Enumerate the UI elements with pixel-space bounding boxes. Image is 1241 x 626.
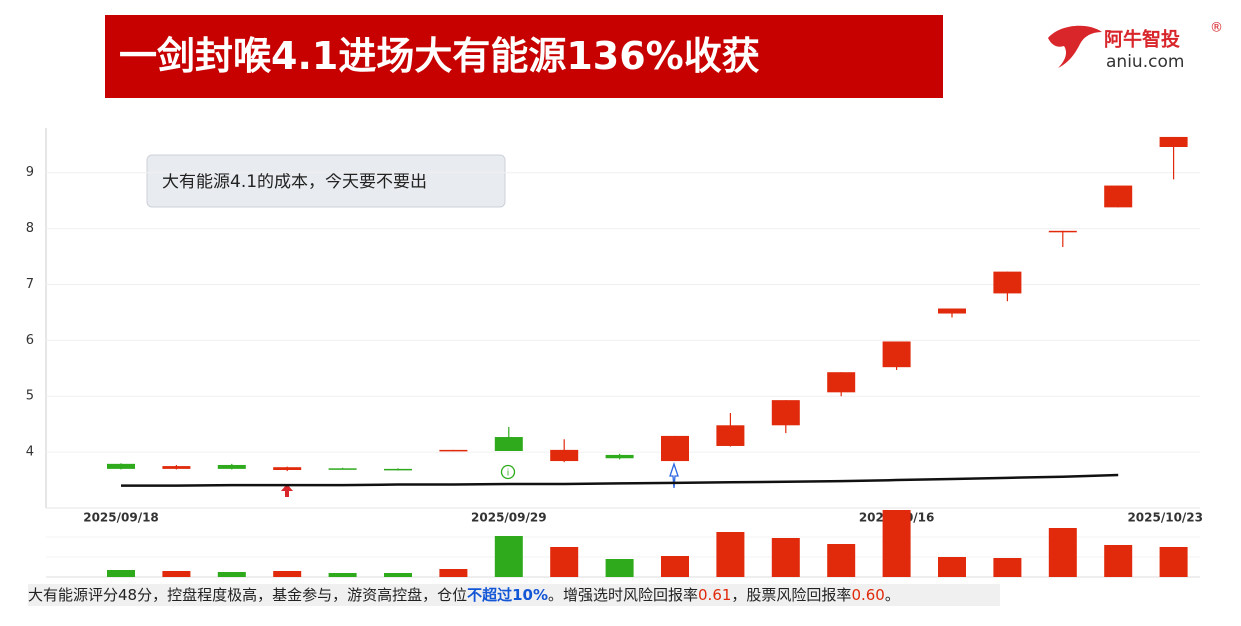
y-tick-label: 4: [26, 445, 34, 460]
chart: 大有能源4.1的成本，今天要不要出 i 4 5 6 7 8 9 2025/09/18 2025…: [26, 128, 1203, 578]
candle-body: [550, 449, 579, 462]
x-tick-label: 2025/10/23: [1127, 511, 1203, 525]
candle-body: [993, 271, 1022, 294]
info-icon: [500, 464, 516, 480]
volume-bar: [273, 571, 302, 577]
moving-average-line: [121, 473, 1119, 487]
marker-icons: i: [281, 461, 679, 497]
volume-bar: [1048, 528, 1077, 577]
candle-body: [162, 466, 191, 469]
candle-body: [771, 400, 800, 426]
annotation-box: [146, 154, 506, 208]
candle-body: [384, 468, 412, 471]
logo-mark: ®: [1210, 21, 1223, 36]
footer: 大有能源评分48分，控盘程度极高，基金参与，游资高控盘，仓位不超过10%。增强选…: [28, 584, 1000, 606]
volume-bar: [439, 569, 468, 577]
volume-bar: [1159, 547, 1188, 577]
title-banner: 一剑封喉4.1进场大有能源136%收获: [105, 15, 943, 98]
candle-body: [1104, 185, 1133, 208]
x-tick-label: 2025/09/29: [471, 511, 547, 525]
info-icon-text: i: [507, 469, 510, 479]
annotation: 大有能源4.1的成本，今天要不要出: [162, 172, 427, 192]
logo-site: aniu.com: [1106, 52, 1184, 72]
candle-body: [882, 341, 911, 368]
volume-bar: [550, 547, 579, 577]
volume-bar: [494, 536, 523, 577]
candle-body: [661, 435, 689, 462]
y-tick-label: 9: [26, 165, 34, 180]
volume-bar: [716, 532, 745, 577]
candle-body: [1048, 230, 1077, 233]
volume-bar: [938, 557, 966, 577]
y-tick-label: 5: [26, 389, 34, 404]
footer-text: 大有能源评分48分，控盘程度极高，基金参与，游资高控盘，仓位: [28, 586, 468, 604]
candle-body: [827, 372, 856, 393]
candle-body: [328, 468, 357, 470]
candle-body: [107, 463, 135, 469]
volume-bar: [661, 556, 689, 577]
volume-bar: [882, 510, 911, 577]
logo: 阿牛智投 ® aniu.com: [1048, 21, 1223, 72]
footer-text: ，股票风险回报率: [731, 586, 852, 604]
candle-body: [1159, 136, 1188, 147]
footer-highlight: 不超过10%: [467, 586, 548, 604]
footer-number: 0.60: [851, 586, 885, 604]
volume-bar: [328, 573, 357, 577]
signal-arrow: [669, 461, 679, 489]
candle-body: [605, 454, 634, 459]
volume-bar: [384, 573, 412, 577]
volume-bar: [993, 558, 1022, 577]
volume-bar: [605, 559, 634, 577]
volume-bar: [217, 572, 246, 577]
logo-icon: [1048, 25, 1102, 68]
y-tick-label: 6: [26, 333, 34, 348]
x-tick-label: 2025/09/18: [83, 511, 159, 525]
volume-bar: [1104, 545, 1133, 577]
logo-name: 阿牛智投: [1104, 28, 1180, 51]
candle-body: [273, 467, 302, 470]
buy-arrow: [281, 484, 293, 497]
volume-bar: [107, 570, 135, 577]
candle-body: [494, 437, 523, 451]
candle-body: [439, 449, 468, 452]
footer-number: 0.61: [698, 586, 732, 604]
candle-body: [716, 425, 745, 446]
chart-title: 一剑封喉4.1进场大有能源136%收获: [119, 34, 760, 78]
y-tick-label: 8: [26, 221, 34, 236]
candle-body: [938, 308, 966, 314]
y-tick-label: 7: [26, 277, 34, 292]
footer-text: 。: [884, 586, 900, 604]
volume-bar: [162, 571, 191, 577]
volume-bar: [771, 538, 800, 577]
candle-body: [217, 464, 246, 469]
volume-bar: [827, 544, 856, 577]
footer-text: 。增强选时风险回报率: [548, 586, 699, 604]
